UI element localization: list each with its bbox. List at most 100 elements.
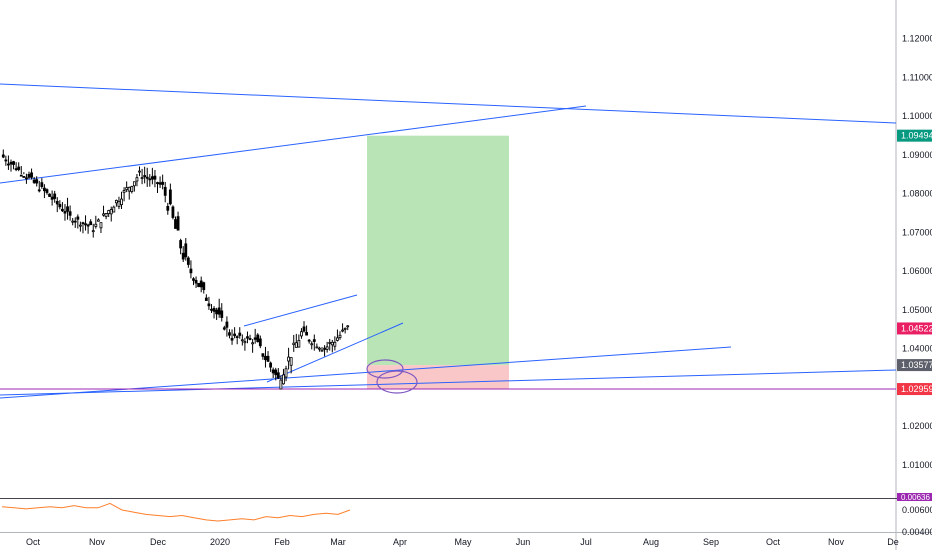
candle-body bbox=[333, 341, 337, 347]
candle-body bbox=[184, 243, 188, 258]
oscillator-tick-label: 0.00600 bbox=[902, 505, 932, 515]
candle-body bbox=[135, 177, 139, 182]
y-tick-label: 1.08000 bbox=[902, 189, 932, 199]
y-tick-label: 1.12000 bbox=[902, 34, 932, 44]
x-tick-label: Apr bbox=[393, 537, 407, 547]
trendline[interactable] bbox=[0, 346, 732, 399]
candle-body bbox=[212, 307, 216, 312]
candle-body bbox=[194, 279, 198, 284]
candle-body bbox=[127, 186, 131, 192]
candle-body bbox=[189, 268, 193, 274]
candle-body bbox=[22, 176, 26, 178]
x-tick-label: Nov bbox=[89, 537, 106, 547]
y-tick-label: 1.05000 bbox=[902, 305, 932, 315]
candle-body bbox=[91, 230, 95, 233]
candle-body bbox=[174, 219, 177, 229]
candle-body bbox=[202, 282, 206, 291]
candle-body bbox=[271, 369, 275, 374]
candle-body bbox=[279, 379, 283, 390]
candle-body bbox=[55, 200, 59, 205]
trendline[interactable] bbox=[243, 294, 358, 327]
candle-body bbox=[50, 196, 54, 200]
x-tick-label: 2020 bbox=[210, 537, 230, 547]
x-tick-label: Mar bbox=[330, 537, 346, 547]
x-tick-label: Oct bbox=[766, 537, 781, 547]
candle-body bbox=[261, 353, 265, 357]
candle-body bbox=[287, 356, 290, 362]
candle-body bbox=[138, 170, 141, 173]
candle-body bbox=[19, 174, 23, 177]
candle-body bbox=[294, 342, 298, 348]
candle-body bbox=[176, 216, 180, 231]
candle-body bbox=[274, 369, 278, 376]
candle-body bbox=[112, 206, 116, 213]
annotation-circle[interactable] bbox=[376, 370, 418, 394]
candle-body bbox=[238, 332, 242, 336]
y-tick-label: 1.02000 bbox=[902, 421, 932, 431]
candle-body bbox=[107, 210, 111, 214]
candle-body bbox=[43, 187, 46, 192]
candle-body bbox=[73, 220, 77, 223]
candle-body bbox=[158, 182, 162, 185]
candle-body bbox=[63, 211, 67, 214]
candle-body bbox=[343, 327, 347, 330]
candle-body bbox=[186, 257, 190, 265]
y-tick-label: 1.09000 bbox=[902, 150, 932, 160]
candle-body bbox=[338, 334, 342, 338]
trendline[interactable] bbox=[0, 83, 897, 124]
price-marker-label: 1.09494 bbox=[901, 131, 932, 141]
annotation-circle[interactable] bbox=[366, 359, 404, 379]
candle-body bbox=[318, 347, 321, 350]
y-tick-label: 1.10000 bbox=[902, 111, 932, 121]
x-tick-label: Sep bbox=[703, 537, 719, 547]
candle-body bbox=[53, 193, 57, 199]
candle-body bbox=[323, 347, 326, 350]
candle-body bbox=[166, 206, 170, 211]
trendline[interactable] bbox=[0, 369, 897, 396]
trendline[interactable] bbox=[266, 322, 404, 383]
candle-body bbox=[25, 177, 28, 180]
candle-body bbox=[148, 178, 152, 181]
y-tick-label: 1.04000 bbox=[902, 344, 932, 354]
candle-body bbox=[153, 175, 157, 180]
price-marker-label: 1.03577 bbox=[901, 360, 932, 370]
candle-body bbox=[4, 159, 8, 162]
candle-body bbox=[35, 179, 39, 184]
candle-body bbox=[258, 338, 262, 347]
candle-body bbox=[240, 339, 244, 342]
x-tick-label: Dec bbox=[150, 537, 167, 547]
candle-body bbox=[32, 179, 36, 183]
candle-body bbox=[217, 307, 221, 315]
candle-body bbox=[114, 199, 118, 204]
candle-body bbox=[246, 336, 249, 339]
candle-body bbox=[130, 186, 134, 193]
candle-body bbox=[222, 327, 226, 330]
price-marker-label: 1.02959 bbox=[901, 384, 932, 394]
trendline[interactable] bbox=[0, 105, 587, 184]
x-tick-label: Nov bbox=[828, 537, 845, 547]
candle-body bbox=[48, 193, 51, 197]
candle-body bbox=[256, 334, 260, 343]
candle-body bbox=[315, 346, 319, 349]
candle-body bbox=[320, 349, 324, 352]
candle-body bbox=[40, 182, 44, 188]
candle-body bbox=[266, 355, 270, 362]
oscillator-tick-label: 0.00400 bbox=[902, 527, 932, 537]
candle-body bbox=[204, 297, 208, 301]
oscillator-marker bbox=[897, 493, 932, 501]
x-tick-label: Oct bbox=[26, 537, 41, 547]
profit-zone[interactable] bbox=[367, 135, 509, 366]
x-tick-label: De bbox=[887, 537, 899, 547]
candle-body bbox=[341, 329, 344, 332]
candle-body bbox=[125, 187, 129, 190]
candle-body bbox=[37, 189, 41, 192]
loss-zone[interactable] bbox=[367, 365, 509, 390]
oscillator-line bbox=[1, 502, 351, 522]
candle-body bbox=[292, 342, 296, 346]
candle-body bbox=[302, 326, 306, 332]
candle-body bbox=[207, 303, 211, 307]
candle-body bbox=[14, 168, 18, 171]
candle-body bbox=[156, 182, 159, 184]
